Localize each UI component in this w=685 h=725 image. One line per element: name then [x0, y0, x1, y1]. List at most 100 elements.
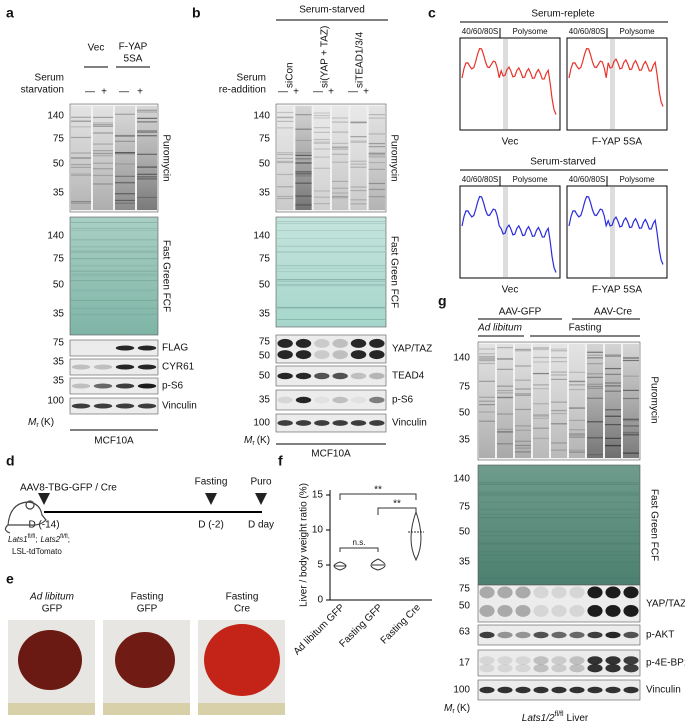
- band: [569, 388, 585, 391]
- band: [368, 154, 385, 156]
- band: [71, 265, 157, 267]
- band: [71, 250, 157, 252]
- mw-marker: 35: [259, 309, 271, 320]
- band: [551, 686, 567, 694]
- band: [295, 114, 312, 116]
- blot: [275, 334, 387, 364]
- band: [497, 385, 513, 387]
- band: [479, 508, 639, 510]
- panel-label: c: [428, 5, 436, 21]
- band: [551, 442, 567, 444]
- mw-marker: 50: [259, 351, 271, 362]
- band: [71, 136, 91, 139]
- band: [137, 178, 157, 180]
- condition-label: Serum: [237, 73, 266, 84]
- band: [71, 239, 157, 241]
- sign: +: [293, 87, 299, 98]
- y-tick-label: 0: [317, 595, 323, 606]
- band: [587, 437, 603, 439]
- group-label: AAV-Cre: [594, 307, 633, 318]
- band: [587, 373, 603, 375]
- liver-photos: [8, 620, 285, 715]
- band: [350, 203, 367, 205]
- band: [71, 270, 157, 272]
- band: [71, 280, 157, 282]
- band: [497, 431, 513, 433]
- mr-label: Mr (K): [244, 435, 270, 447]
- blot-label: Vinculin: [392, 418, 427, 429]
- band: [93, 124, 113, 126]
- band: [479, 542, 639, 544]
- band: [515, 447, 531, 449]
- band: [533, 388, 549, 390]
- band: [277, 319, 385, 321]
- band: [115, 113, 135, 115]
- band: [332, 147, 349, 149]
- timepoint-arrows: [38, 493, 267, 505]
- band: [479, 561, 639, 563]
- band: [605, 656, 621, 665]
- mw-marker: 17: [459, 658, 471, 669]
- band: [587, 363, 603, 365]
- band: [479, 493, 639, 495]
- band: [497, 397, 513, 399]
- band: [137, 130, 157, 132]
- band: [551, 586, 567, 599]
- mw-marker: 75: [53, 134, 65, 145]
- band: [332, 153, 349, 155]
- blot: [69, 216, 159, 336]
- band: [479, 686, 495, 694]
- mw-marker: 50: [259, 159, 271, 170]
- mw-marker: 100: [253, 418, 270, 429]
- condition-label: Serum: [35, 73, 64, 84]
- band: [479, 543, 639, 545]
- band: [313, 117, 330, 119]
- mw-marker: 140: [47, 231, 64, 242]
- band: [71, 228, 157, 230]
- band: [479, 554, 639, 556]
- header: Serum-starved: [299, 5, 365, 16]
- violins: [333, 493, 424, 571]
- band: [569, 419, 585, 421]
- polysome-trace: [568, 47, 664, 107]
- mw-marker: 35: [53, 357, 65, 368]
- band: [277, 117, 294, 119]
- band: [277, 306, 385, 308]
- reporter: LSL-tdTomato: [12, 547, 62, 556]
- band: [497, 389, 513, 392]
- construct: AAV8-TBG-GFP / Cre: [20, 483, 117, 494]
- band: [605, 415, 621, 417]
- band: [369, 372, 385, 380]
- band: [497, 586, 513, 599]
- timepoint: D day: [248, 520, 274, 531]
- sign: +: [363, 87, 369, 98]
- band: [533, 686, 549, 694]
- band: [623, 431, 639, 434]
- band: [313, 142, 330, 144]
- band: [533, 664, 549, 673]
- band: [515, 440, 531, 442]
- band: [479, 380, 495, 382]
- band: [569, 434, 585, 436]
- band: [115, 135, 135, 137]
- band: [623, 389, 639, 392]
- band: [605, 445, 621, 447]
- band: [313, 196, 330, 198]
- band: [551, 348, 567, 350]
- blot-label: Puromycin: [388, 134, 399, 181]
- y-label: Liver / body weight ratio (%): [299, 483, 310, 607]
- lane: [623, 344, 639, 458]
- blot: [275, 103, 387, 213]
- footer: Lats1/2fl/fl Liver: [522, 711, 589, 724]
- band: [277, 307, 385, 309]
- band: [71, 157, 91, 159]
- timepoint: D (-2): [198, 520, 224, 531]
- polysome-trace: [568, 195, 664, 265]
- band: [479, 356, 495, 358]
- group-label: F-YAP: [119, 42, 148, 53]
- lane: [295, 106, 312, 210]
- band: [277, 127, 294, 129]
- band: [350, 136, 367, 138]
- group-label: 5SA: [124, 54, 143, 65]
- band: [623, 434, 639, 436]
